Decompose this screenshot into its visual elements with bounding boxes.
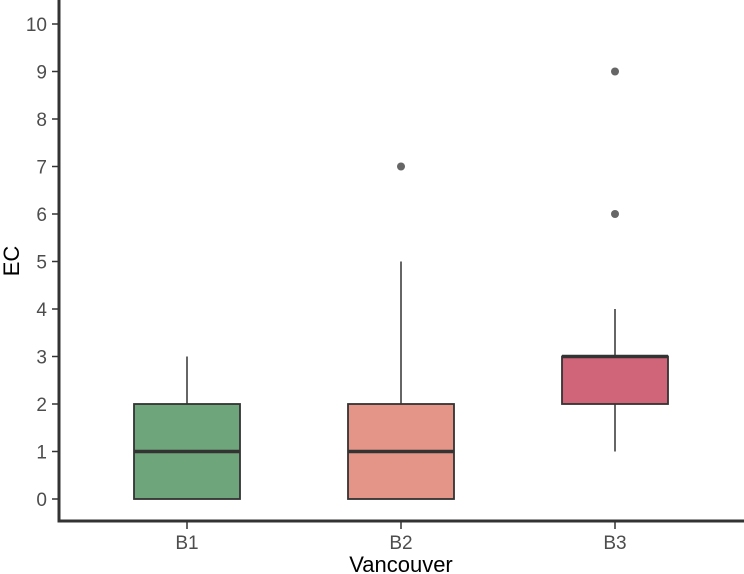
y-tick-label: 10 [26,15,47,36]
y-tick-label: 5 [36,253,47,274]
y-tick-label: 6 [36,205,47,226]
y-tick-label: 2 [36,395,47,416]
y-tick-label: 9 [36,63,47,84]
outlier-point [611,67,619,76]
box-series [133,67,669,500]
x-tick-label: B1 [175,533,198,554]
iqr-box [561,355,669,405]
y-axis-ticks: 0 1 2 3 4 5 6 7 8 9 10 [26,15,58,511]
y-tick-label: 1 [36,443,47,464]
y-tick-label: 8 [36,110,47,131]
y-tick-label: 0 [36,490,47,511]
outlier-point [397,162,405,171]
y-tick-label: 7 [36,158,47,179]
box-b3 [561,67,669,452]
y-axis-title: EC [0,246,24,277]
outlier-point [611,210,619,218]
x-tick-label: B3 [603,533,626,554]
y-tick-label: 4 [36,300,47,321]
x-axis-title: Vancouver [349,552,453,574]
x-axis-ticks: B1 B2 B3 [175,522,627,554]
box-b2 [347,162,455,500]
x-tick-label: B2 [389,533,412,554]
y-tick-label: 3 [36,348,47,369]
box-b1 [133,356,241,500]
